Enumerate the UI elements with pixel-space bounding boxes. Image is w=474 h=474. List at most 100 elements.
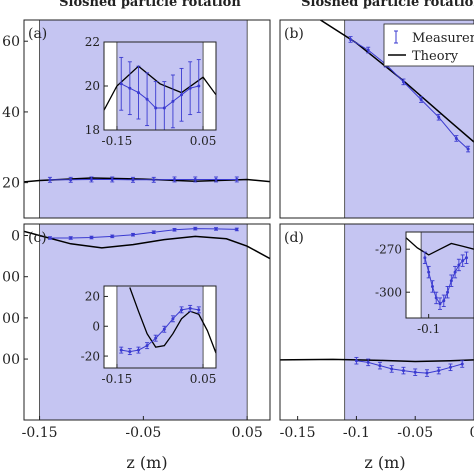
measurement-point [154, 336, 158, 340]
measurement-point [145, 344, 149, 348]
x-tick-label: -0.15 [22, 425, 58, 441]
panel-label: (c) [28, 230, 47, 246]
measurement-point [423, 256, 427, 260]
measurement-point [110, 177, 114, 181]
y-tick-label: 20 [85, 79, 100, 93]
measurement-point [136, 348, 140, 352]
measurement-point [154, 106, 158, 110]
plot-area [116, 286, 216, 368]
measurement-point [413, 370, 417, 374]
y-tick-label: 20 [85, 290, 100, 304]
y-tick-label: -270 [375, 242, 402, 256]
measurement-point [48, 178, 52, 182]
measurement-point [131, 233, 135, 237]
y-tick-label: 0 [11, 228, 20, 244]
x-tick-label: -0.15 [280, 425, 316, 441]
x-axis-label: z (m) [364, 453, 405, 472]
measurement-point [466, 147, 470, 151]
y-tick-label: 20 [2, 176, 20, 192]
measurement-point [349, 37, 353, 41]
theory-line [24, 177, 270, 183]
measurement-point [438, 302, 442, 306]
measurement-point [69, 178, 73, 182]
panel-label: (b) [284, 26, 304, 42]
y-tick-label: 00 [2, 270, 20, 286]
inset-a: 18 20 22 -0.15 0.05 [85, 35, 217, 148]
panel-label: (d) [284, 230, 304, 246]
measurement-point [453, 270, 457, 274]
legend-box [383, 23, 474, 67]
measurement-point [89, 236, 93, 240]
x-axis-label: z (m) [126, 453, 167, 472]
x-tick-label: -0.05 [397, 425, 433, 441]
measurement-point [457, 263, 461, 267]
measurement-point [136, 91, 140, 95]
right-title: Sloshed particle rotation [301, 0, 474, 10]
legend-label: Theory [412, 49, 459, 64]
measurement-point [188, 86, 192, 90]
x-tick-label: 0 [470, 425, 474, 441]
measurement-point [434, 296, 438, 300]
measurement-point [430, 284, 434, 288]
y-tick-label: 40 [2, 105, 20, 121]
panel-b: (b) Measurement Theory [279, 19, 474, 219]
panel-a: 20 40 60 (a) 18 20 22 -0.15 0.05 [2, 19, 271, 219]
measurement-point [427, 270, 431, 274]
measurement-point [437, 369, 441, 373]
theory-line [24, 230, 270, 260]
y-tick-label: 00 [2, 311, 20, 327]
measurement-point [128, 350, 132, 354]
measurement-point [235, 227, 239, 231]
x-tick-label: 0.05 [190, 372, 217, 386]
measurement-point [173, 228, 177, 232]
measurement-point [449, 279, 453, 283]
measurement-point [152, 178, 156, 182]
y-tick-label: 18 [85, 123, 100, 137]
panel-frame [23, 19, 271, 219]
y-tick-label: -300 [375, 285, 402, 299]
measurement-point [460, 362, 464, 366]
measurement-point [446, 290, 450, 294]
measurement-trend [121, 307, 199, 353]
measurement-point [461, 259, 465, 263]
measurement-point [366, 48, 370, 52]
measurement-point [437, 115, 441, 119]
panel-label: (a) [28, 26, 47, 42]
measurement-point [197, 84, 201, 88]
measurement-point [89, 177, 93, 181]
measurement-point [378, 364, 382, 368]
measurement-point [442, 299, 446, 303]
measurement-point [162, 327, 166, 331]
measurement-point [419, 98, 423, 102]
measurement-trend [350, 38, 469, 150]
measurement-trend [120, 83, 199, 109]
measurement-point [145, 97, 149, 101]
x-tick-label: 0.05 [232, 425, 263, 441]
measurement-point [401, 80, 405, 84]
shaded-band [116, 42, 204, 130]
y-tick-label: 0 [92, 319, 100, 333]
measurement-point [235, 177, 239, 181]
measurement-point [119, 348, 123, 352]
left-title: Sloshed particle rotation [59, 0, 241, 10]
panel-frame [279, 223, 474, 421]
measurement-point [366, 360, 370, 364]
y-tick-label: -20 [81, 349, 100, 363]
measurement-point [173, 177, 177, 181]
measurement-point [48, 236, 52, 240]
y-tick-label: 22 [85, 35, 100, 49]
measurement-point [448, 365, 452, 369]
y-tick-label: 00 [2, 352, 20, 368]
measurement-point [110, 234, 114, 238]
x-tick-label: -0.15 [102, 134, 133, 148]
measurement-point [197, 308, 201, 312]
measurement-point [171, 317, 175, 321]
measurement-point [193, 177, 197, 181]
legend: Measurement Theory [383, 23, 474, 67]
inset-frame [405, 231, 474, 319]
x-tick-label: -0.05 [125, 425, 161, 441]
y-tick-label: 60 [2, 34, 20, 50]
panel-frame [23, 223, 271, 421]
theory-line [280, 358, 474, 363]
measurement-point [401, 369, 405, 373]
